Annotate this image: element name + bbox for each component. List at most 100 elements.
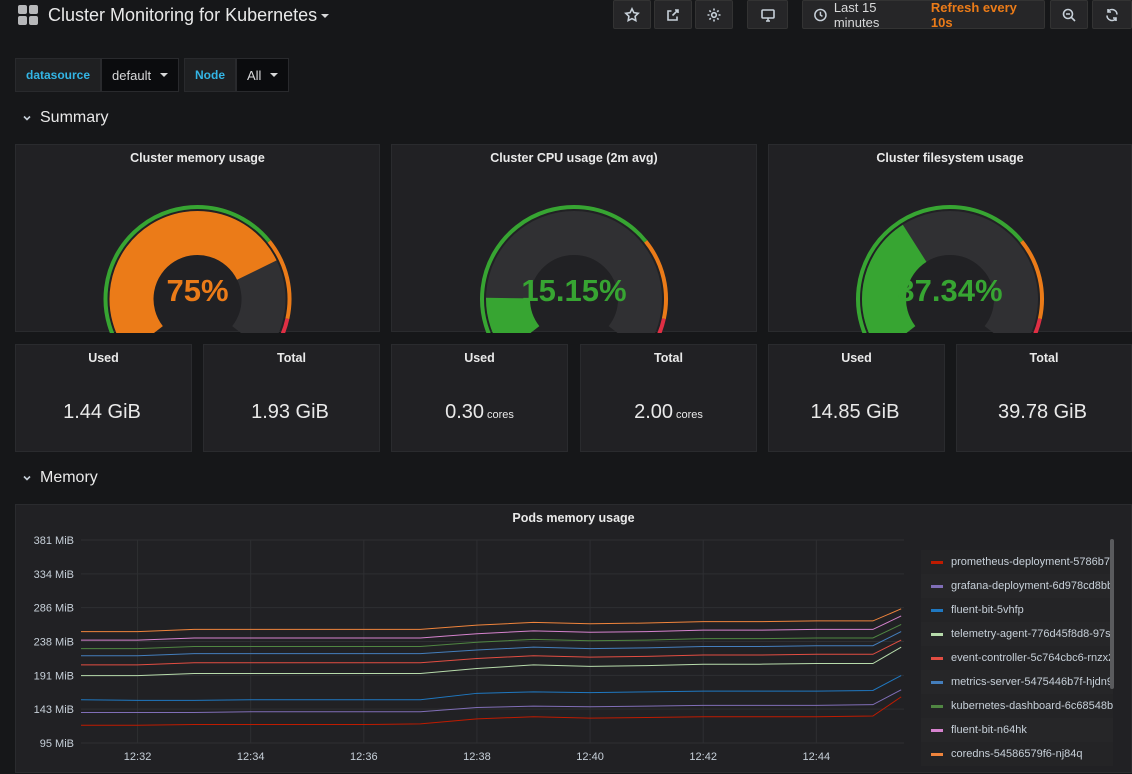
gauge-panel-cpu: Cluster CPU usage (2m avg) 15.15%: [391, 144, 757, 333]
legend-swatch: [931, 608, 943, 612]
stat-number: 2.00: [634, 401, 674, 423]
graph-panel-pods-memory: Pods memory usage 381 MiB 334 MiB 286 MiB 2…: [15, 504, 1132, 773]
share-button[interactable]: [654, 0, 692, 29]
row-memory[interactable]: Memory: [22, 469, 98, 487]
stat-panel-memory-total: Total 1.93 GiB: [203, 344, 380, 452]
gauge-track: [486, 211, 662, 333]
panel-title: Used: [464, 351, 495, 365]
row-summary[interactable]: Summary: [22, 109, 108, 127]
refresh-interval-label: Refresh every 10s: [930, 0, 1017, 30]
dashboard-title: Cluster Monitoring for Kubernetes: [48, 5, 318, 25]
cpu-gauge: [480, 205, 668, 333]
caret-down-icon: [321, 14, 330, 19]
settings-button[interactable]: [695, 0, 733, 29]
x-tick-label: 12:34: [237, 751, 265, 763]
panel-title: Used: [88, 351, 119, 365]
legend-item[interactable]: fluent-bit-n64hk: [921, 718, 1113, 742]
legend-item[interactable]: coredns-54586579f6-nj84q: [921, 742, 1113, 766]
y-tick-label: 334 MiB: [34, 569, 74, 581]
threshold-band: [1033, 318, 1042, 333]
node-label: Node: [184, 58, 236, 92]
legend-label: grafana-deployment-6d978cd8bb: [951, 580, 1113, 592]
threshold-band: [856, 205, 1024, 333]
gauge-value: 37.34%: [897, 273, 1003, 308]
datasource-select[interactable]: default: [101, 58, 180, 92]
stat-unit: cores: [487, 409, 514, 421]
node-variable: Node All: [184, 58, 290, 92]
cycle-view-mode-button[interactable]: [747, 0, 788, 29]
time-range-label: Last 15 minutes: [833, 0, 880, 30]
legend-item[interactable]: kubernetes-dashboard-6c68548bc: [921, 694, 1113, 718]
series-line: [81, 639, 902, 666]
stat-number: 39.78 GiB: [998, 401, 1087, 423]
chevron-down-icon: [23, 475, 31, 481]
stat-value: 14.85 GiB: [769, 401, 944, 424]
filesystem-gauge: [856, 205, 1044, 333]
caret-down-icon: [270, 73, 279, 77]
legend-item[interactable]: event-controller-5c764cbc6-rnzx2: [921, 646, 1113, 670]
stat-number: 1.44 GiB: [63, 401, 141, 423]
panel-title: Total: [277, 351, 306, 365]
threshold-band: [267, 240, 292, 320]
share-icon: [667, 8, 679, 21]
chart-legend: prometheus-deployment-5786b7 grafana-depl…: [921, 550, 1113, 766]
time-picker-button[interactable]: Last 15 minutes Refresh every 10s: [802, 0, 1045, 30]
stat-panel-fs-total: Total 39.78 GiB: [956, 344, 1132, 452]
legend-label: metrics-server-5475446b7f-hjdn9: [951, 676, 1113, 688]
dashboard-title-picker[interactable]: Cluster Monitoring for Kubernetes: [48, 5, 330, 26]
threshold-band: [657, 318, 666, 333]
stat-value: 39.78 GiB: [957, 401, 1131, 424]
legend-item[interactable]: prometheus-deployment-5786b7: [921, 550, 1113, 574]
refresh-button[interactable]: [1092, 0, 1132, 29]
panel-title: Cluster filesystem usage: [876, 151, 1024, 165]
stat-panel-cpu-used: Used 0.30 cores: [391, 344, 568, 452]
legend-swatch: [931, 656, 943, 660]
legend-swatch: [931, 584, 943, 588]
x-tick-label: 12:38: [463, 751, 491, 763]
legend-scrollbar[interactable]: [1110, 539, 1114, 689]
x-tick-label: 12:40: [576, 751, 604, 763]
x-tick-label: 12:32: [124, 751, 152, 763]
legend-swatch: [931, 752, 943, 756]
stat-number: 1.93 GiB: [251, 401, 329, 423]
memory-gauge: [103, 205, 292, 333]
panel-title: Total: [1029, 351, 1059, 365]
legend-label: coredns-54586579f6-nj84q: [951, 748, 1083, 760]
y-tick-label: 381 MiB: [34, 535, 74, 547]
threshold-band: [480, 205, 648, 333]
panel-title: Used: [841, 351, 872, 365]
legend-item[interactable]: grafana-deployment-6d978cd8bb: [921, 574, 1113, 598]
zoom-out-button[interactable]: [1050, 0, 1088, 29]
legend-swatch: [931, 704, 943, 708]
stat-panel-fs-used: Used 14.85 GiB: [768, 344, 945, 452]
gauge-panel-memory: Cluster memory usage 75%: [15, 144, 380, 333]
y-tick-label: 238 MiB: [34, 637, 74, 649]
pods-memory-chart: 381 MiB 334 MiB 286 MiB 238 MiB 191 MiB 143 M…: [34, 535, 904, 763]
star-button[interactable]: [613, 0, 651, 29]
gear-icon: [707, 8, 721, 21]
legend-swatch: [931, 632, 943, 636]
zoom-out-icon: [1062, 8, 1076, 22]
x-tick-label: 12:44: [803, 751, 831, 763]
legend-swatch: [931, 680, 943, 684]
legend-item[interactable]: fluent-bit-5vhfp: [921, 598, 1113, 622]
panel-title: Total: [654, 351, 683, 365]
panel-title: Cluster CPU usage (2m avg): [490, 151, 658, 165]
legend-label: fluent-bit-n64hk: [951, 724, 1027, 736]
legend-label: event-controller-5c764cbc6-rnzx2: [951, 652, 1113, 664]
legend-label: kubernetes-dashboard-6c68548bc: [951, 700, 1113, 712]
x-tick-label: 12:36: [350, 751, 378, 763]
datasource-value: default: [112, 67, 152, 83]
y-tick-label: 95 MiB: [40, 738, 74, 750]
dashboards-grid-icon[interactable]: [18, 5, 38, 25]
gauge-value-arc: [109, 211, 277, 333]
node-select[interactable]: All: [236, 58, 290, 92]
caret-down-icon: [160, 73, 169, 77]
legend-item[interactable]: telemetry-agent-776d45f8d8-97s: [921, 622, 1113, 646]
threshold-band: [1020, 240, 1044, 320]
stat-value: 1.93 GiB: [204, 401, 379, 424]
legend-item[interactable]: metrics-server-5475446b7f-hjdn9: [921, 670, 1113, 694]
y-tick-label: 143 MiB: [34, 704, 74, 716]
stat-unit: cores: [676, 409, 703, 421]
series-line: [81, 615, 902, 641]
